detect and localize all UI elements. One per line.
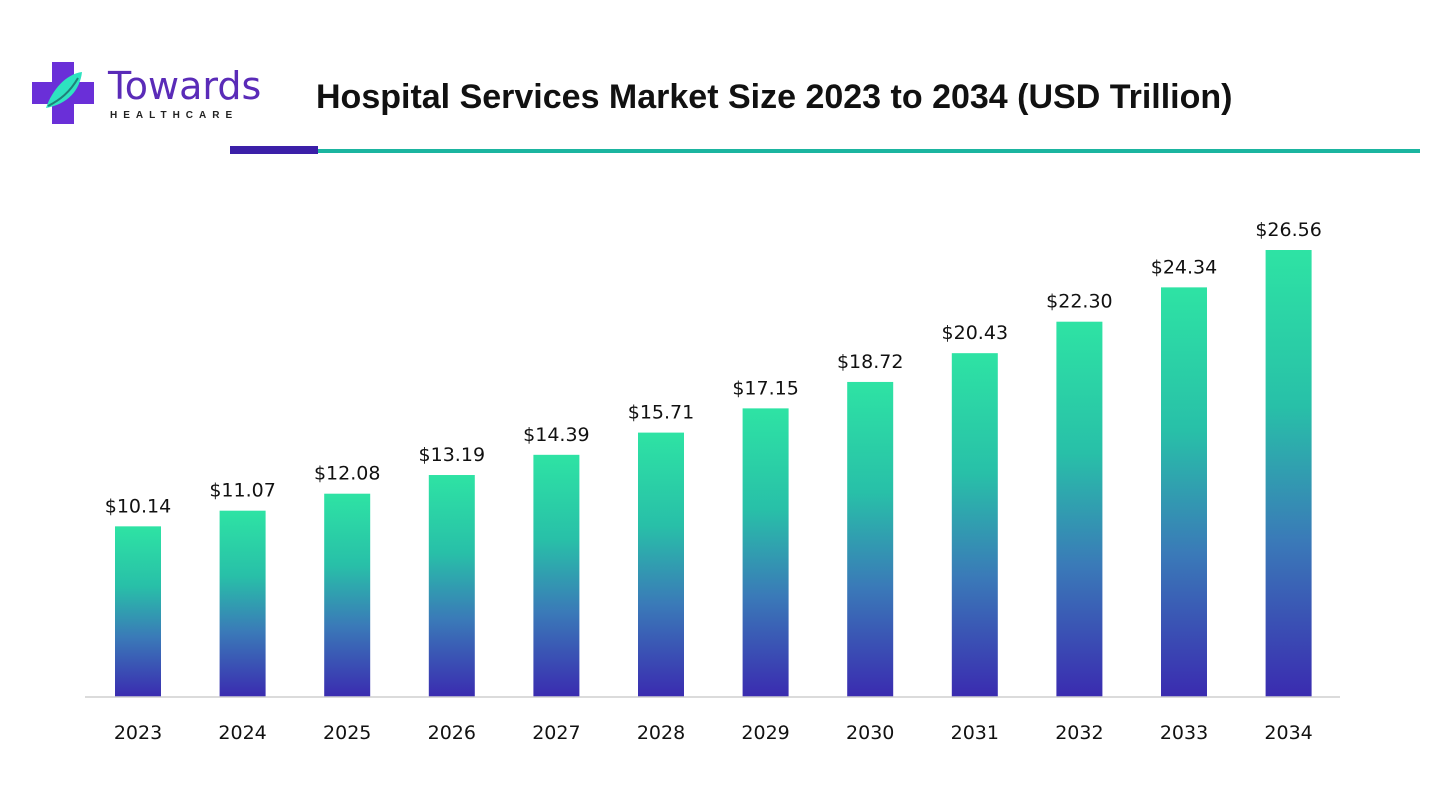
chart-title: Hospital Services Market Size 2023 to 20… <box>316 78 1233 116</box>
x-tick-label: 2028 <box>637 722 685 744</box>
bar-2034 <box>1265 250 1312 697</box>
bar-2025 <box>324 493 371 697</box>
bar-2027 <box>533 454 580 697</box>
data-label: $15.71 <box>628 402 694 424</box>
x-tick-label: 2032 <box>1055 722 1103 744</box>
data-label: $24.34 <box>1151 256 1217 278</box>
data-label: $10.14 <box>105 495 171 517</box>
bar-2024 <box>219 510 266 697</box>
bar-2030 <box>847 381 894 697</box>
x-tick-label: 2027 <box>532 722 580 744</box>
data-label: $14.39 <box>523 424 589 446</box>
bar-2029 <box>742 408 789 697</box>
data-label: $12.08 <box>314 463 380 485</box>
data-label: $18.72 <box>837 351 903 373</box>
x-tick-label: 2029 <box>741 722 789 744</box>
x-tick-label: 2031 <box>951 722 999 744</box>
medical-cross-icon <box>32 62 94 124</box>
x-tick-label: 2024 <box>218 722 266 744</box>
data-label: $13.19 <box>419 444 485 466</box>
data-label: $20.43 <box>942 322 1008 344</box>
bar-2031 <box>951 353 998 697</box>
x-tick-label: 2030 <box>846 722 894 744</box>
x-tick-label: 2025 <box>323 722 371 744</box>
bar-2028 <box>638 432 684 697</box>
bar-2033 <box>1161 287 1207 697</box>
x-tick-label: 2026 <box>428 722 476 744</box>
bar-2032 <box>1056 321 1103 697</box>
data-label: $22.30 <box>1046 291 1112 313</box>
bar-2023 <box>115 526 161 697</box>
title-rule-accent <box>230 146 318 154</box>
data-label: $26.56 <box>1255 219 1321 241</box>
title-rule <box>318 149 1420 153</box>
logo: Towards HEALTHCARE <box>30 60 270 130</box>
logo-subtitle: HEALTHCARE <box>110 110 239 121</box>
bar-2026 <box>428 475 475 697</box>
x-tick-label: 2033 <box>1160 722 1208 744</box>
data-label: $17.15 <box>732 377 798 399</box>
logo-wordmark: Towards <box>108 64 262 108</box>
x-tick-label: 2023 <box>114 722 162 744</box>
x-tick-label: 2034 <box>1264 722 1312 744</box>
data-label: $11.07 <box>209 480 275 502</box>
